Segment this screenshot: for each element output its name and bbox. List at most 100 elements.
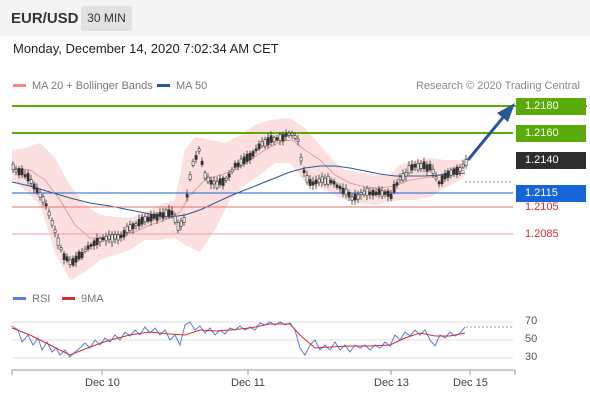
candle-body	[311, 181, 315, 186]
candlesticks	[11, 129, 468, 269]
candle-body	[278, 134, 282, 141]
candle-body	[443, 172, 447, 180]
candle-body	[149, 214, 153, 222]
candle-body	[347, 191, 351, 198]
candle-body	[17, 168, 21, 176]
candle-body	[338, 186, 342, 190]
candle-body	[50, 220, 54, 226]
candle-body	[326, 175, 330, 185]
legend-rsi-label: RSI	[32, 293, 51, 305]
candle-body	[29, 179, 33, 184]
candle-body	[53, 229, 57, 234]
candle-body	[23, 174, 27, 178]
candle-body	[314, 179, 318, 185]
timeframe-button[interactable]: 30 MIN	[81, 6, 132, 31]
legend-ma50-label: MA 50	[176, 80, 208, 92]
candle-body	[371, 189, 375, 196]
rsi-swatch	[13, 296, 26, 300]
candle-body	[377, 188, 381, 195]
candle-body	[221, 177, 225, 186]
candle-body	[233, 163, 237, 168]
candle-body	[74, 255, 78, 263]
candle-body	[179, 220, 183, 227]
candle-body	[86, 245, 90, 250]
candle-body	[80, 252, 84, 258]
forecast-arrow-head	[497, 103, 515, 122]
candle-body	[392, 183, 396, 193]
candle-body	[230, 168, 234, 173]
candle-body	[353, 193, 357, 201]
x-label-dec13: Dec 13	[374, 377, 409, 389]
candle-body	[32, 183, 36, 190]
candle-body	[257, 143, 261, 150]
bollinger-swatch	[13, 83, 26, 87]
candle-body	[26, 172, 30, 182]
candle-body	[341, 187, 345, 195]
candle-body	[320, 176, 324, 183]
candle-body	[158, 212, 162, 217]
candle-body	[227, 173, 231, 178]
candle-body	[449, 169, 453, 176]
x-label-dec15: Dec 15	[453, 377, 488, 389]
candle-body	[269, 135, 273, 143]
candle-body	[404, 172, 408, 177]
candle-body	[437, 181, 441, 185]
candle-body	[134, 223, 138, 227]
rsi-ma-swatch	[62, 296, 75, 300]
candle-body	[329, 179, 333, 184]
candle-body	[122, 230, 126, 238]
candle-body	[200, 160, 204, 165]
candle-body	[44, 203, 48, 207]
candle-body	[290, 132, 294, 136]
x-label-dec11: Dec 11	[231, 377, 266, 389]
candle-body	[35, 187, 39, 193]
candle-body	[77, 251, 81, 260]
candle-body	[254, 148, 258, 152]
candle-body	[398, 176, 402, 181]
candle-body	[107, 234, 111, 240]
candle-body	[212, 180, 216, 185]
candle-body	[416, 162, 420, 171]
candle-body	[395, 182, 399, 186]
candle-body	[116, 234, 120, 241]
candle-body	[95, 237, 99, 246]
level-label-last: 1.2140	[516, 152, 586, 169]
candle-body	[125, 225, 129, 233]
candle-body	[245, 153, 249, 162]
symbol-label: EUR/USD	[11, 10, 79, 27]
candle-body	[383, 191, 387, 195]
bollinger-band	[12, 118, 465, 280]
candle-body	[143, 216, 147, 223]
candle-body	[11, 163, 15, 170]
level-label-pivot: 1.2115	[516, 185, 586, 202]
candle-body	[272, 137, 276, 143]
rsi-tick-70: 70	[525, 315, 538, 327]
candle-body	[455, 166, 459, 176]
candle-body	[344, 188, 348, 196]
candle-body	[251, 151, 255, 157]
candle-body	[305, 175, 309, 183]
candle-body	[260, 141, 264, 147]
legend-rsi-ma-label: 9MA	[81, 293, 104, 305]
candle-body	[401, 173, 405, 181]
candle-body	[407, 164, 411, 174]
level-label-support-2: 1.2085	[525, 228, 559, 240]
candle-body	[317, 178, 321, 183]
legend-bollinger: MA 20 + Bollinger Bands	[13, 80, 153, 92]
candle-body	[239, 158, 243, 166]
candle-body	[101, 237, 105, 241]
candle-body	[431, 168, 435, 174]
candle-body	[59, 247, 63, 251]
legend-rsi-ma: 9MA	[62, 293, 104, 305]
candle-body	[464, 159, 468, 167]
candle-body	[128, 224, 132, 231]
candle-body	[296, 138, 300, 142]
candle-body	[248, 152, 252, 161]
candle-body	[275, 137, 279, 141]
candle-body	[68, 259, 72, 265]
candle-body	[389, 193, 393, 199]
candle-body	[458, 167, 462, 172]
level-label-1: 1.2180	[516, 98, 586, 115]
candle-body	[89, 244, 93, 247]
